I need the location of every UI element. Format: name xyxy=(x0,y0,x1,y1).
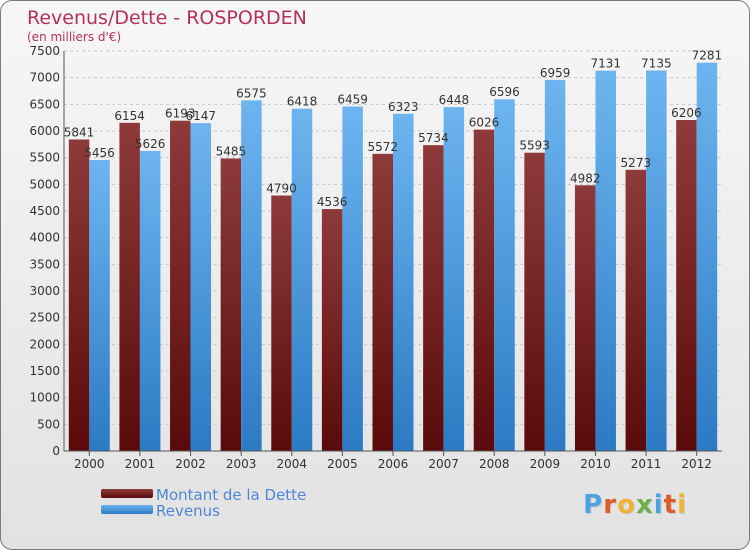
y-tick-label: 500 xyxy=(37,417,60,431)
bar-debt xyxy=(271,195,292,451)
data-label: 5485 xyxy=(216,144,247,158)
y-tick-label: 1500 xyxy=(29,364,60,378)
data-label: 4536 xyxy=(317,195,348,209)
bar-debt xyxy=(524,152,545,451)
data-label: 6959 xyxy=(540,66,571,80)
bar-debt xyxy=(574,185,596,451)
chart-subtitle: (en milliers d'€) xyxy=(27,30,122,44)
bar-revenue xyxy=(139,150,161,452)
data-label: 6448 xyxy=(439,93,470,107)
data-label: 6323 xyxy=(388,100,419,114)
axes: 0 500 1000 1500 2000 2500 3000 3500 4000 4500 5000… xyxy=(29,44,722,471)
bar-debt xyxy=(170,120,191,451)
y-tick-label: 4000 xyxy=(29,231,60,245)
data-label: 7135 xyxy=(641,56,672,70)
x-tick-label: 2002 xyxy=(175,457,206,471)
data-label: 6026 xyxy=(469,116,500,130)
bar-debt xyxy=(220,158,242,451)
y-tick-label: 5000 xyxy=(29,177,60,191)
data-label: 5626 xyxy=(135,137,166,151)
x-tick-label: 2003 xyxy=(226,457,257,471)
bar-revenue xyxy=(190,123,212,451)
data-label: 5456 xyxy=(84,146,115,160)
bar-revenue xyxy=(393,113,414,452)
bar-revenue xyxy=(494,99,515,452)
y-tick-label: 5500 xyxy=(29,151,60,165)
y-tick-label: 2000 xyxy=(29,337,60,351)
data-label: 6147 xyxy=(186,109,217,123)
data-label: 5572 xyxy=(367,140,398,154)
bar-revenue xyxy=(696,62,718,452)
data-label: 6193 xyxy=(165,107,196,121)
data-label: 6575 xyxy=(236,86,267,100)
bar-revenue xyxy=(544,79,566,451)
bar-debt xyxy=(423,145,444,452)
x-tick-label: 2008 xyxy=(479,457,510,471)
data-label: 5841 xyxy=(64,125,95,139)
x-tick-label: 2004 xyxy=(276,457,307,471)
x-tick-label: 2000 xyxy=(74,457,105,471)
data-label: 4790 xyxy=(266,182,297,196)
y-tick-label: 3000 xyxy=(29,284,60,298)
data-label: 4982 xyxy=(570,171,601,185)
y-tick-label: 6000 xyxy=(29,124,60,138)
bar-revenue xyxy=(241,100,262,451)
chart-title: Revenus/Dette - ROSPORDEN xyxy=(27,7,307,29)
y-tick-label: 1000 xyxy=(29,391,60,405)
legend-swatch-debt xyxy=(101,489,153,498)
bar-debt xyxy=(676,120,697,451)
y-tick-label: 7000 xyxy=(29,71,60,85)
data-label: 6154 xyxy=(114,109,145,123)
bar-revenue xyxy=(342,106,363,452)
x-tick-label: 2009 xyxy=(530,457,561,471)
y-tick-label: 7500 xyxy=(29,44,60,58)
legend-label-debt: Montant de la Dette xyxy=(156,486,307,504)
bar-revenue xyxy=(595,70,616,452)
x-tick-label: 2007 xyxy=(428,457,459,471)
data-label: 5273 xyxy=(621,156,652,170)
data-label: 5734 xyxy=(418,131,449,145)
data-label: 6418 xyxy=(287,95,318,109)
data-label: 7131 xyxy=(590,57,621,71)
legend-swatch-revenue xyxy=(101,505,153,514)
y-tick-label: 0 xyxy=(52,444,60,458)
bar-debt xyxy=(119,122,140,451)
data-label: 5593 xyxy=(519,139,550,153)
bar-debt xyxy=(372,153,393,451)
bar-debt xyxy=(321,209,343,451)
bar-revenue xyxy=(89,160,110,451)
x-tick-label: 2006 xyxy=(378,457,409,471)
data-label: 6596 xyxy=(489,85,520,99)
data-label: 7281 xyxy=(692,49,723,63)
legend-label-revenue: Revenus xyxy=(156,502,220,520)
x-tick-label: 2012 xyxy=(681,457,712,471)
bar-revenue xyxy=(443,107,465,452)
x-tick-label: 2005 xyxy=(327,457,358,471)
data-label: 6459 xyxy=(337,93,368,107)
bar-revenue xyxy=(646,70,667,451)
x-tick-label: 2001 xyxy=(125,457,156,471)
y-tick-label: 2500 xyxy=(29,311,60,325)
bars xyxy=(68,62,718,452)
y-tick-label: 4500 xyxy=(29,204,60,218)
proxiti-logo: Proxiti xyxy=(583,490,687,520)
data-label: 6206 xyxy=(671,106,702,120)
y-tick-label: 3500 xyxy=(29,257,60,271)
x-tick-label: 2010 xyxy=(580,457,611,471)
x-tick-label: 2011 xyxy=(631,457,662,471)
bar-revenue xyxy=(291,108,313,451)
bar-debt xyxy=(625,169,647,452)
bar-debt xyxy=(68,139,90,452)
y-tick-label: 6500 xyxy=(29,97,60,111)
bar-debt xyxy=(473,129,495,451)
